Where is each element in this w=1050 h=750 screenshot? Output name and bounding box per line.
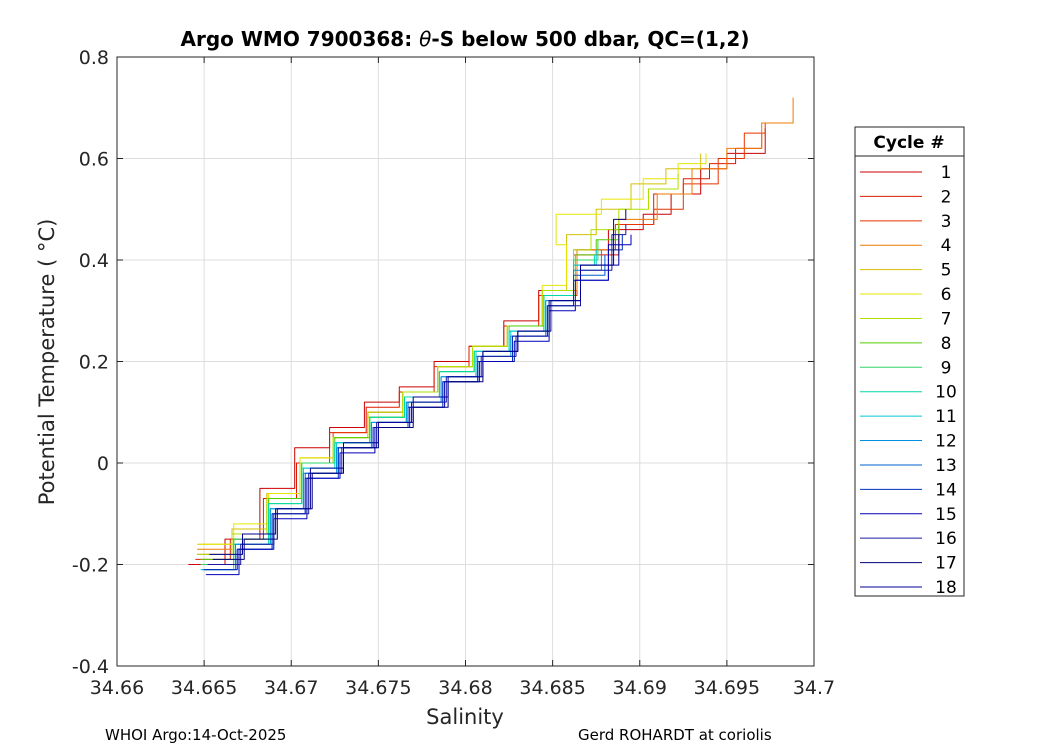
legend-label-cycle-8: 8 bbox=[941, 334, 952, 354]
x-tick-label: 34.69 bbox=[613, 677, 667, 699]
legend-label-cycle-14: 14 bbox=[935, 480, 957, 500]
x-axis-label: Salinity bbox=[426, 705, 504, 729]
legend-label-cycle-5: 5 bbox=[941, 261, 952, 281]
x-tick-label: 34.7 bbox=[793, 677, 835, 699]
title-theta: θ bbox=[419, 27, 431, 51]
legend-label-cycle-13: 13 bbox=[935, 456, 957, 476]
chart-title: Argo WMO 7900368: θ-S below 500 dbar, QC… bbox=[181, 27, 750, 51]
legend-label-cycle-11: 11 bbox=[935, 407, 957, 427]
y-tick-label: 0.2 bbox=[79, 352, 109, 374]
legend-label-cycle-3: 3 bbox=[941, 212, 952, 232]
legend-label-cycle-18: 18 bbox=[935, 578, 957, 598]
legend-label-cycle-4: 4 bbox=[941, 236, 952, 256]
series-line-cycle-3 bbox=[197, 123, 766, 555]
legend-label-cycle-15: 15 bbox=[935, 505, 957, 525]
tick-labels: 34.66 34.665 34.67 34.675 34.68 34.685 34.69 34… bbox=[72, 47, 835, 699]
legend-title: Cycle # bbox=[873, 133, 944, 153]
x-tick-label: 34.695 bbox=[694, 677, 760, 699]
legend-label-cycle-1: 1 bbox=[941, 163, 952, 183]
legend-label-cycle-16: 16 bbox=[935, 529, 957, 549]
title-suffix: -S below 500 dbar, QC=(1,2) bbox=[431, 27, 749, 51]
series-line-cycle-7 bbox=[197, 173, 679, 555]
footer-right: Gerd ROHARDT at coriolis bbox=[578, 726, 772, 744]
series-layer bbox=[188, 97, 794, 576]
y-tick-label: -0.2 bbox=[72, 555, 109, 577]
y-tick-label: 0 bbox=[97, 453, 109, 475]
series-line-cycle-4 bbox=[197, 97, 794, 550]
y-tick-label: 0.4 bbox=[79, 250, 109, 272]
series-line-cycle-5 bbox=[197, 153, 702, 545]
y-axis-label: Potential Temperature ( °C) bbox=[35, 219, 59, 506]
x-tick-label: 34.675 bbox=[345, 677, 411, 699]
legend-label-cycle-6: 6 bbox=[941, 285, 952, 305]
series-line-cycle-15 bbox=[205, 234, 632, 576]
y-tick-label: 0.6 bbox=[79, 149, 109, 171]
series-line-cycle-17 bbox=[212, 209, 627, 560]
legend-label-cycle-10: 10 bbox=[935, 383, 957, 403]
x-tick-label: 34.665 bbox=[171, 677, 237, 699]
x-tick-label: 34.685 bbox=[519, 677, 585, 699]
series-line-cycle-12 bbox=[202, 249, 602, 571]
y-tick-label: 0.8 bbox=[79, 47, 109, 69]
legend-label-cycle-9: 9 bbox=[941, 358, 952, 378]
x-tick-label: 34.67 bbox=[264, 677, 318, 699]
x-tick-label: 34.66 bbox=[90, 677, 144, 699]
y-tick-label: -0.4 bbox=[72, 656, 109, 678]
footer-left: WHOI Argo:14-Oct-2025 bbox=[105, 726, 287, 744]
series-line-cycle-10 bbox=[200, 254, 595, 571]
title-prefix: Argo WMO 7900368: bbox=[181, 27, 420, 51]
x-tick-label: 34.68 bbox=[438, 677, 492, 699]
series-line-cycle-6 bbox=[198, 153, 707, 545]
legend-label-cycle-7: 7 bbox=[941, 309, 952, 329]
legend-box bbox=[854, 126, 965, 597]
legend-label-cycle-17: 17 bbox=[935, 554, 957, 574]
legend-label-cycle-12: 12 bbox=[935, 432, 957, 452]
series-line-cycle-18 bbox=[209, 234, 620, 555]
series-line-cycle-11 bbox=[202, 249, 597, 571]
legend-label-cycle-2: 2 bbox=[941, 187, 952, 207]
